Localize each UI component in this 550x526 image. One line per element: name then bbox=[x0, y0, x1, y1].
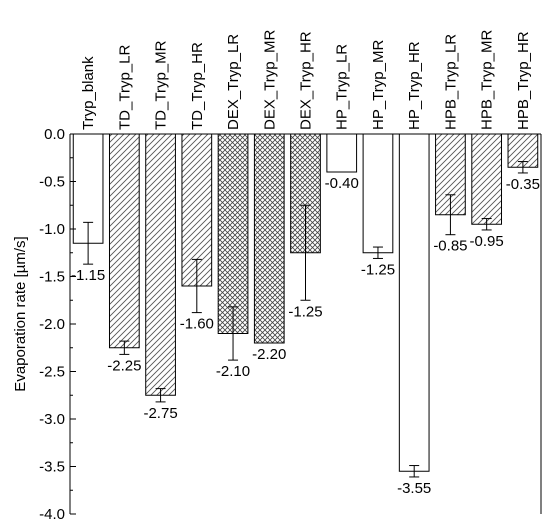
category-label-HPB_Tryp_MR: HPB_Tryp_MR bbox=[479, 30, 496, 130]
bar-HP_Tryp_LR bbox=[326, 133, 358, 173]
category-label-DEX_Tryp_LR: DEX_Tryp_LR bbox=[225, 34, 242, 130]
y-axis: 0.0 -0.5 -1.0 -1.5 -2.0 -2.5 -3.0 -3.5 -4.0 bbox=[39, 126, 542, 523]
bar-HPB_Tryp_MR bbox=[471, 133, 503, 225]
bar-HP_Tryp_MR bbox=[362, 133, 394, 254]
y-tick-label: -3.5 bbox=[39, 459, 65, 476]
category-labels-group: Tryp_blank TD_Tryp_LR TD_Tryp_MR TD_Tryp_HR… bbox=[80, 30, 532, 130]
y-tick-label: -1.5 bbox=[39, 269, 65, 286]
bar-DEX_Tryp_MR bbox=[253, 133, 285, 344]
value-label-DEX_Tryp_MR: -2.20 bbox=[252, 346, 286, 363]
category-label-DEX_Tryp_MR: DEX_Tryp_MR bbox=[261, 30, 278, 130]
y-tick-label: -3.0 bbox=[39, 411, 65, 428]
category-label-TD_Tryp_HR: TD_Tryp_HR bbox=[189, 42, 206, 130]
category-label-HP_Tryp_HR: HP_Tryp_HR bbox=[406, 41, 423, 130]
y-tick-label: -2.5 bbox=[39, 364, 65, 381]
value-label-HP_Tryp_MR: -1.25 bbox=[361, 261, 395, 278]
value-label-HP_Tryp_HR: -3.55 bbox=[397, 480, 431, 497]
error-bars-group bbox=[83, 161, 528, 478]
category-label-HP_Tryp_MR: HP_Tryp_MR bbox=[370, 40, 387, 130]
value-label-TD_Tryp_HR: -1.60 bbox=[180, 316, 214, 333]
bar-HP_Tryp_HR bbox=[398, 133, 430, 472]
y-tick-label: -1.0 bbox=[39, 221, 65, 238]
y-tick-label: -0.5 bbox=[39, 174, 65, 191]
category-label-DEX_Tryp_HR: DEX_Tryp_HR bbox=[298, 31, 315, 130]
value-label-HPB_Tryp_LR: -0.85 bbox=[433, 238, 467, 255]
category-label-HP_Tryp_LR: HP_Tryp_LR bbox=[334, 44, 351, 130]
value-label-HPB_Tryp_HR: -0.35 bbox=[506, 176, 540, 193]
y-tick-label: -4.0 bbox=[39, 506, 65, 523]
bar-TD_Tryp_LR bbox=[108, 133, 140, 349]
value-label-Tryp_blank: -1.15 bbox=[71, 267, 105, 284]
category-label-TD_Tryp_LR: TD_Tryp_LR bbox=[116, 45, 133, 130]
value-label-HPB_Tryp_MR: -0.95 bbox=[470, 233, 504, 250]
y-axis-title: Evaporation rate [µm/s] bbox=[12, 236, 29, 391]
value-label-HP_Tryp_LR: -0.40 bbox=[325, 175, 359, 192]
value-label-DEX_Tryp_HR: -1.25 bbox=[288, 303, 322, 320]
category-label-TD_Tryp_MR: TD_Tryp_MR bbox=[153, 40, 170, 130]
value-label-DEX_Tryp_LR: -2.10 bbox=[216, 363, 250, 380]
value-label-TD_Tryp_MR: -2.75 bbox=[143, 405, 177, 422]
y-tick-label: -2.0 bbox=[39, 316, 65, 333]
value-labels-group: -1.15 -2.25 -2.75 -1.60 -2.10-2.20 -1.25 -0.40… bbox=[71, 175, 540, 497]
y-tick-label: 0.0 bbox=[44, 126, 65, 143]
value-label-TD_Tryp_LR: -2.25 bbox=[107, 357, 141, 374]
category-label-HPB_Tryp_HR: HPB_Tryp_HR bbox=[515, 31, 532, 130]
category-label-HPB_Tryp_LR: HPB_Tryp_LR bbox=[442, 34, 459, 130]
bar-DEX_Tryp_LR bbox=[217, 133, 249, 334]
bar-TD_Tryp_MR bbox=[145, 133, 176, 396]
category-label-Tryp_blank: Tryp_blank bbox=[80, 56, 97, 130]
